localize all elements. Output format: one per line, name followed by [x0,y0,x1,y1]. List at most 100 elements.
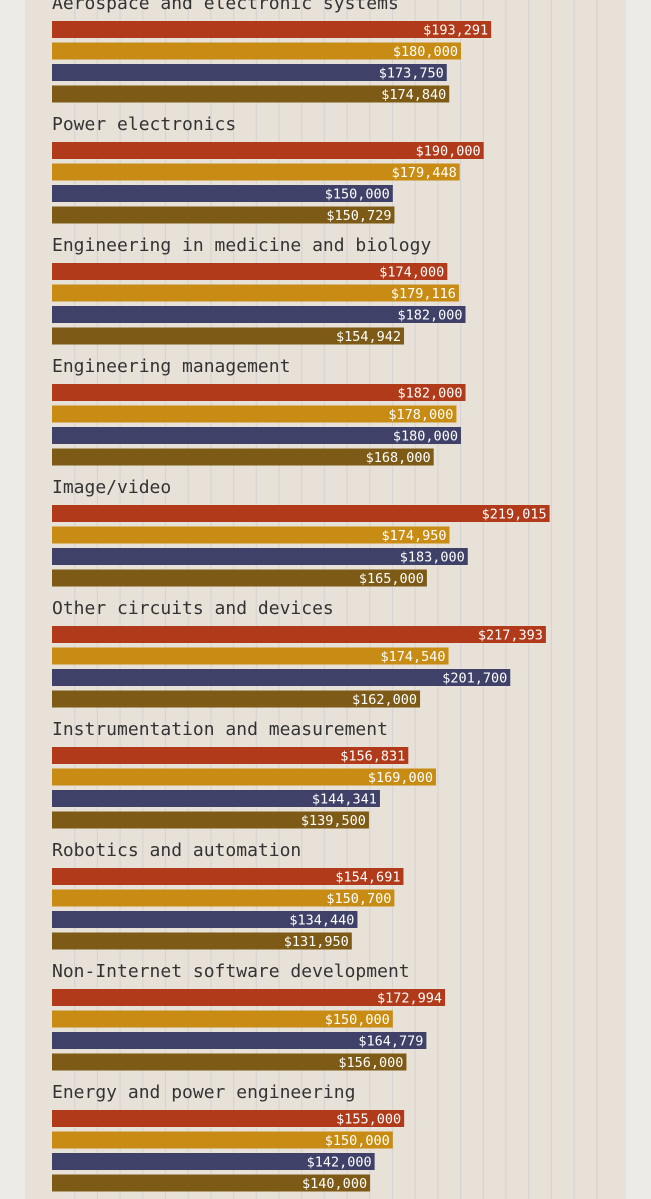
value-label: $154,691 [335,870,400,886]
bar [52,405,457,423]
category-label: Robotics and automation [52,840,301,861]
value-label: $179,116 [391,286,456,302]
category-group: Other circuits and devices $217,393 $174,5… [52,598,546,708]
category-label: Aerospace and electronic systems [52,0,399,14]
category-label: Engineering management [52,356,290,377]
bar [52,42,461,60]
category-label: Instrumentation and measurement [52,719,388,740]
value-label: $217,393 [478,628,543,644]
value-label: $168,000 [366,450,431,466]
bar [52,1053,407,1071]
value-label: $154,942 [336,329,401,345]
bar [52,206,395,224]
value-label: $174,540 [381,649,446,665]
bar [52,747,409,764]
value-label: $193,291 [423,23,488,39]
value-label: $174,000 [379,265,444,281]
bar [52,989,446,1006]
value-label: $165,000 [359,571,424,587]
bar [52,142,484,159]
value-label: $180,000 [393,44,458,60]
value-label: $201,700 [442,671,507,687]
bar [52,64,447,81]
category-label: Image/video [52,477,171,498]
value-label: $183,000 [400,550,465,566]
bar [52,868,404,885]
value-label: $178,000 [388,407,453,423]
bar [52,306,466,323]
value-label: $182,000 [397,308,462,324]
category-label: Other circuits and devices [52,598,334,619]
value-label: $219,015 [482,507,547,523]
bar [52,768,436,786]
value-label: $140,000 [302,1176,367,1192]
value-label: $162,000 [352,692,417,708]
value-label: $150,000 [325,1012,390,1028]
value-label: $174,840 [381,87,446,103]
category-group: Aerospace and electronic systems $193,291… [52,0,492,103]
value-label: $164,779 [358,1034,423,1050]
value-label: $169,000 [368,770,433,786]
bar [52,185,393,202]
bar [52,569,427,587]
value-label: $179,448 [392,165,457,181]
value-label: $182,000 [397,386,462,402]
bar [52,21,492,38]
bar [52,889,395,907]
value-label: $190,000 [416,144,481,160]
bar [52,526,450,544]
bar [52,263,448,280]
bar [52,1131,393,1149]
bar [52,911,358,928]
value-label: $174,950 [381,528,446,544]
value-label: $173,750 [379,66,444,82]
value-label: $180,000 [393,429,458,445]
value-label: $144,341 [312,792,377,808]
bar [52,548,468,565]
category-label: Engineering in medicine and biology [52,235,431,256]
category-label: Non-Internet software development [52,961,410,982]
bar [52,1010,393,1028]
bar [52,1153,375,1170]
bar [52,1110,405,1127]
bar [52,647,449,665]
category-group: Instrumentation and measurement $156,831 $… [52,719,436,829]
value-label: $155,000 [336,1112,401,1128]
bar [52,284,459,302]
category-label: Power electronics [52,114,236,135]
category-label: Energy and power engineering [52,1082,355,1103]
value-label: $139,500 [301,813,366,829]
category-group: Robotics and automation $154,691 $150,700 $… [52,840,404,950]
value-label: $150,729 [326,208,391,224]
value-label: $150,000 [325,187,390,203]
value-label: $156,831 [340,749,405,765]
bar [52,626,546,643]
value-label: $134,440 [289,913,354,929]
bar [52,448,434,466]
value-label: $150,000 [325,1133,390,1149]
bar [52,427,461,444]
bar [52,811,369,829]
bar [52,1032,427,1049]
bar [52,327,405,345]
value-label: $172,994 [377,991,442,1007]
salary-bar-chart: Aerospace and electronic systems $193,291… [52,0,598,1199]
category-group: Non-Internet software development $172,99… [52,961,446,1071]
category-group: Engineering in medicine and biology $174,… [52,235,466,345]
category-group: Energy and power engineering $155,000 $150… [52,1082,405,1192]
bar [52,163,460,181]
bar [52,384,466,401]
bar [52,505,550,522]
value-label: $150,700 [326,891,391,907]
value-label: $142,000 [307,1155,372,1171]
category-group: Engineering management $182,000 $178,000 $1… [52,356,466,466]
chart-area: Aerospace and electronic systems $193,291… [25,0,626,1199]
value-label: $156,000 [338,1055,403,1071]
category-group: Image/video $219,015 $174,950 $183,000 $165,… [52,477,550,587]
bar [52,932,352,950]
category-group: Power electronics $190,000 $179,448$150,00… [52,114,484,224]
bar [52,690,421,708]
bar [52,790,380,807]
value-label: $131,950 [284,934,349,950]
bar [52,1174,371,1192]
